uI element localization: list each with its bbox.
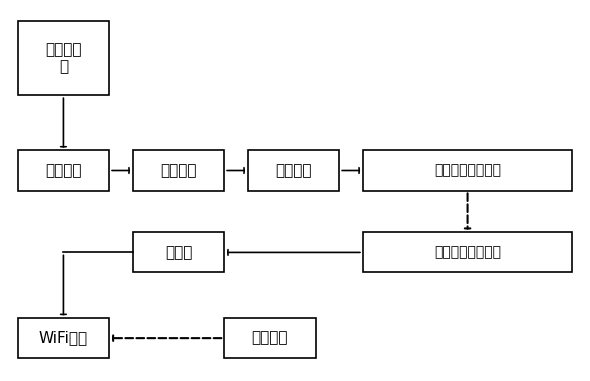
FancyBboxPatch shape — [18, 21, 109, 95]
Text: 压力传感
器: 压力传感 器 — [45, 42, 81, 74]
FancyBboxPatch shape — [363, 232, 572, 272]
FancyBboxPatch shape — [133, 232, 224, 272]
Text: 第二无线通信芯片: 第二无线通信芯片 — [434, 163, 501, 178]
FancyBboxPatch shape — [133, 150, 224, 190]
FancyBboxPatch shape — [363, 150, 572, 190]
Text: 放大电路: 放大电路 — [276, 163, 312, 178]
FancyBboxPatch shape — [18, 318, 109, 358]
Text: 第一无线通信芯片: 第一无线通信芯片 — [434, 245, 501, 259]
FancyBboxPatch shape — [224, 318, 316, 358]
Text: WiFi热点: WiFi热点 — [39, 331, 88, 346]
Text: 采样电路: 采样电路 — [45, 163, 81, 178]
Text: 控制器: 控制器 — [165, 245, 192, 260]
Text: 移动终端: 移动终端 — [252, 331, 288, 346]
FancyBboxPatch shape — [18, 150, 109, 190]
FancyBboxPatch shape — [248, 150, 339, 190]
Text: 滤波电路: 滤波电路 — [160, 163, 196, 178]
